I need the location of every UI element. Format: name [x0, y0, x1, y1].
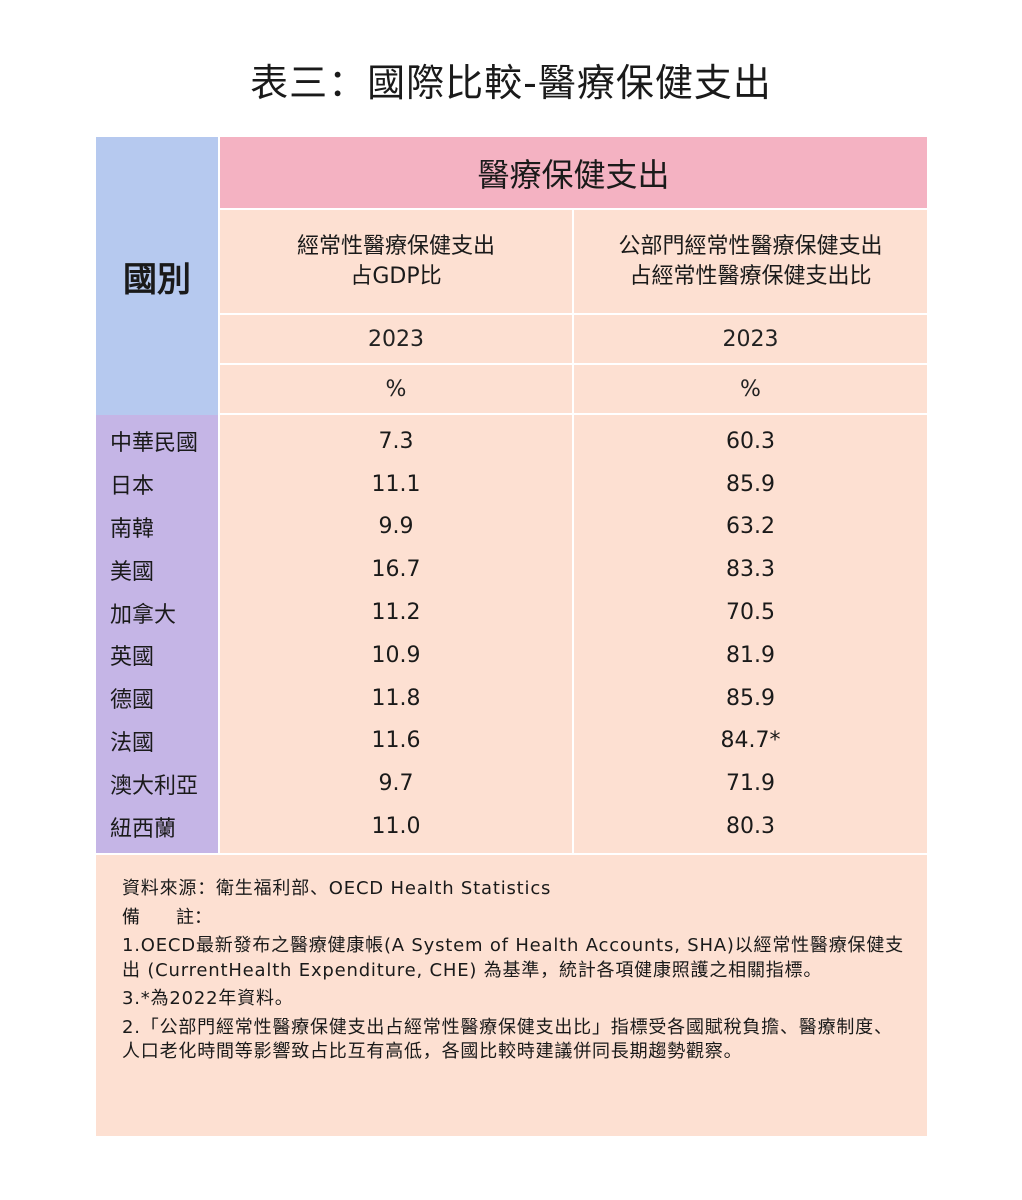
- country-name: 南韓: [110, 516, 155, 542]
- column-header-gdp-share: 經常性醫療保健支出 占GDP比: [220, 210, 572, 313]
- table-cell-gdp-share: 10.9: [371, 642, 421, 668]
- country-list: 中華民國日本南韓美國加拿大英國德國法國澳大利亞紐西蘭: [96, 415, 218, 853]
- source-note: 資料來源：衛生福利部、OECD Health Statistics: [122, 878, 552, 899]
- country-name: 法國: [110, 730, 155, 756]
- table-cell-public-share: 85.9: [726, 471, 775, 497]
- column-header-line1: 經常性醫療保健支出: [296, 233, 495, 259]
- table-cell-gdp-share: 9.9: [378, 514, 414, 540]
- year-label: 2023: [574, 315, 927, 363]
- note-3: 3.*為2022年資料。: [122, 988, 294, 1009]
- table-cell-public-share: 85.9: [726, 685, 775, 711]
- country-column-header: 國別: [96, 137, 218, 415]
- country-name: 加拿大: [110, 602, 177, 628]
- health-expenditure-table: 國別 醫療保健支出 經常性醫療保健支出 占GDP比 公部門經常性醫療保健支出 占…: [96, 137, 927, 1136]
- table-cell-public-share: 71.9: [726, 771, 775, 797]
- table-cell-public-share: 63.2: [726, 514, 775, 540]
- note-2: 2.「公部門經常性醫療保健支出占經常性醫療保健支出比」指標受各國賦稅負擔、醫療制…: [122, 1016, 893, 1063]
- table-cell-public-share: 83.3: [726, 557, 775, 583]
- country-name: 澳大利亞: [110, 773, 199, 799]
- country-name: 日本: [110, 474, 155, 500]
- table-cell-gdp-share: 11.6: [371, 728, 421, 754]
- country-name: 美國: [110, 559, 155, 585]
- year-label: 2023: [220, 315, 572, 363]
- unit-label: %: [574, 365, 927, 413]
- column-header-public-share: 公部門經常性醫療保健支出 占經常性醫療保健支出比: [574, 210, 927, 313]
- table-cell-gdp-share: 11.2: [371, 600, 421, 626]
- table-cell-gdp-share: 9.7: [378, 771, 414, 797]
- table-cell-gdp-share: 11.0: [371, 814, 421, 840]
- table-cell-public-share: 84.7*: [720, 728, 781, 754]
- column-header-line2: 占GDP比: [350, 263, 442, 289]
- table-cell-public-share: 81.9: [726, 642, 775, 668]
- remark-label: 備 註：: [122, 906, 212, 928]
- column-header-line1: 公部門經常性醫療保健支出: [618, 233, 883, 259]
- table-cell-gdp-share: 11.1: [371, 471, 421, 497]
- gdp-share-values: 7.3 11.1 9.9 16.7 11.2 10.9 11.8 11.6 9.7 11.0: [220, 415, 572, 853]
- country-name: 英國: [110, 645, 155, 671]
- table-cell-gdp-share: 7.3: [378, 428, 414, 454]
- table-cell-gdp-share: 16.7: [371, 557, 421, 583]
- notes-section: 資料來源：衛生福利部、OECD Health Statistics 備 註： 1…: [96, 855, 927, 1136]
- page-title: 表三：國際比較-醫療保健支出: [250, 61, 772, 105]
- public-share-values: 60.3 85.9 63.2 83.3 70.5 81.9 85.9 84.7* 71.9 80.…: [574, 415, 927, 853]
- column-header-line2: 占經常性醫療保健支出比: [629, 263, 872, 289]
- table-cell-gdp-share: 11.8: [371, 685, 421, 711]
- country-name: 紐西蘭: [110, 816, 177, 842]
- unit-label: %: [220, 365, 572, 413]
- country-name: 中華民國: [110, 431, 199, 457]
- note-1: 1.OECD最新發布之醫療健康帳(A System of Health Acco…: [122, 935, 904, 981]
- table-cell-public-share: 60.3: [726, 428, 775, 454]
- table-cell-public-share: 80.3: [726, 814, 775, 840]
- country-name: 德國: [110, 688, 155, 714]
- main-column-header: 醫療保健支出: [220, 137, 927, 208]
- table-cell-public-share: 70.5: [726, 600, 775, 626]
